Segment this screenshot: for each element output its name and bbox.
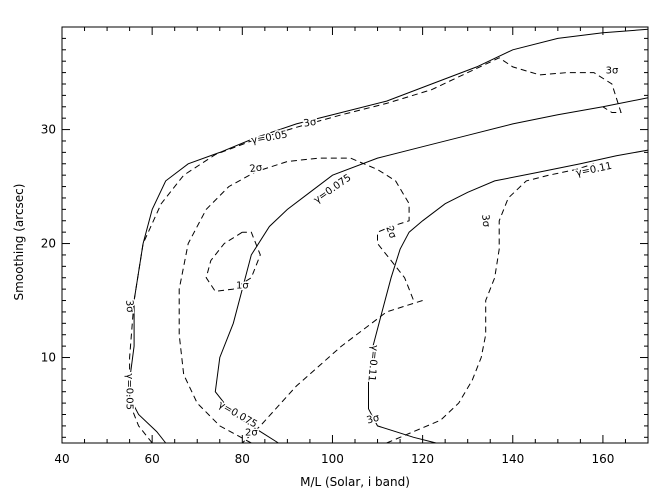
- dashed-contour-3: [129, 57, 622, 444]
- contour-label: γ=0.05: [124, 373, 135, 410]
- y-tick-label: 10: [41, 351, 56, 365]
- contour-lines: [129, 28, 649, 444]
- contour-label: γ=0.11: [365, 344, 379, 381]
- solid-contour-2: [368, 149, 649, 444]
- contour-label: 2σ: [245, 428, 258, 439]
- axes: 40 60 80 100 120 140 160 10 20 30: [41, 26, 649, 466]
- contour-label: 3σ: [303, 117, 318, 130]
- plot-frame: [61, 26, 649, 444]
- x-tick-label: 80: [235, 452, 250, 466]
- contour-label: 3σ: [366, 412, 382, 426]
- contour-label: 1σ: [236, 281, 249, 292]
- contour-labels: γ=0.053σ3σ2σγ=0.075γ=0.112σ3σ1σ3σγ=0.05γ…: [122, 64, 621, 440]
- x-tick-label: 40: [54, 452, 69, 466]
- y-tick-label: 30: [41, 123, 56, 137]
- x-tick-label: 160: [591, 452, 614, 466]
- contour-label: γ=0.05: [250, 129, 288, 146]
- x-tick-label: 100: [321, 452, 344, 466]
- contour-label: 2σ: [383, 224, 398, 240]
- dashed-contour-5: [241, 300, 423, 444]
- dashed-contour-6: [386, 163, 595, 444]
- x-axis-title: M/L (Solar, i band): [300, 475, 410, 489]
- contour-label: γ=0.075: [312, 172, 353, 206]
- contour-label: 3σ: [479, 214, 491, 228]
- contour-label: 3σ: [606, 65, 619, 76]
- contour-label: 3σ: [123, 299, 135, 313]
- solid-contour-1: [214, 97, 649, 444]
- y-tick-label: 20: [41, 237, 56, 251]
- x-tick-label: 120: [411, 452, 434, 466]
- x-tick-label: 140: [501, 452, 524, 466]
- contour-label: 2σ: [249, 162, 264, 175]
- x-tick-label: 60: [145, 452, 160, 466]
- y-axis-title: Smoothing (arcsec): [12, 184, 26, 301]
- contour-label: γ=0.075: [216, 399, 259, 430]
- dashed-contour-7: [205, 231, 261, 292]
- dashed-contour-4: [178, 157, 415, 444]
